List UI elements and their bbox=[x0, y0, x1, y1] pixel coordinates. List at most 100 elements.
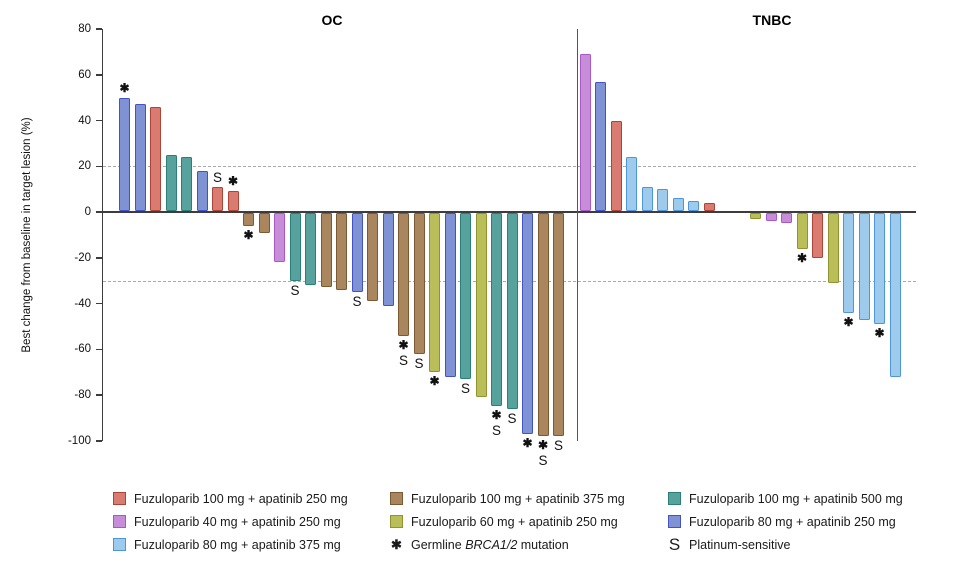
patient-bar bbox=[320, 213, 332, 288]
patient-bar bbox=[165, 154, 177, 211]
bar-marks: S bbox=[455, 381, 476, 396]
brca-mutation-star-mark: ✱ bbox=[796, 250, 808, 265]
patient-bar bbox=[781, 213, 792, 224]
legend-swatch-fz60_ap250 bbox=[390, 515, 403, 528]
patient-bar bbox=[382, 213, 394, 306]
patient-bar bbox=[610, 120, 622, 211]
patient-bar bbox=[367, 213, 378, 302]
patient-bar bbox=[258, 213, 270, 233]
platinum-sensitive-s-mark: S bbox=[491, 423, 501, 439]
bar-marks: S bbox=[409, 356, 430, 371]
patient-bar bbox=[181, 157, 192, 211]
patient-bar bbox=[827, 213, 839, 283]
patient-bar bbox=[119, 97, 130, 211]
bar-marks: ✱ S bbox=[393, 338, 414, 368]
y-axis-tick-label: 40 bbox=[78, 114, 91, 127]
brca-mutation-star-mark: ✱ bbox=[398, 337, 409, 352]
y-axis-tick bbox=[96, 211, 102, 213]
patient-bar bbox=[351, 213, 363, 293]
platinum-sensitive-s-mark: S bbox=[352, 294, 362, 310]
bar-marks: S bbox=[502, 411, 523, 426]
y-axis-tick-label: -80 bbox=[74, 389, 91, 401]
patient-bar bbox=[874, 213, 885, 325]
legend-swatch-fz80_ap250 bbox=[668, 515, 681, 528]
patient-bar bbox=[444, 213, 456, 377]
legend-label: Fuzuloparib 80 mg + apatinib 375 mg bbox=[134, 537, 341, 552]
legend-swatch-fz40_ap250 bbox=[113, 515, 126, 528]
patient-bar bbox=[703, 202, 715, 211]
patient-bar bbox=[491, 213, 502, 407]
legend-label: Fuzuloparib 60 mg + apatinib 250 mg bbox=[411, 514, 618, 529]
y-axis-tick-label: 60 bbox=[78, 68, 91, 81]
plot-area: Best change from baseline in target lesi… bbox=[21, 12, 916, 468]
patient-bar bbox=[460, 213, 471, 379]
patient-bar bbox=[812, 213, 823, 258]
bar-marks: ✱ S bbox=[486, 408, 507, 438]
y-axis-tick bbox=[96, 348, 102, 350]
platinum-s-icon: S bbox=[668, 535, 681, 554]
patient-bar bbox=[750, 213, 761, 219]
legend-swatch-fz100_ap500 bbox=[668, 492, 681, 505]
patient-bar bbox=[641, 186, 653, 211]
y-axis-tick-label: 0 bbox=[84, 206, 91, 218]
legend-swatch-fz80_ap375 bbox=[113, 538, 126, 551]
y-axis-tick-label: -100 bbox=[67, 434, 91, 447]
legend-label: Fuzuloparib 100 mg + apatinib 250 mg bbox=[134, 491, 348, 506]
patient-bar bbox=[150, 106, 161, 211]
patient-bar bbox=[212, 186, 223, 211]
legend-swatch-fz100_ap250 bbox=[113, 492, 126, 505]
y-axis-tick bbox=[96, 394, 102, 396]
patient-bar bbox=[579, 54, 591, 211]
patient-bar bbox=[537, 213, 549, 437]
patient-bar bbox=[765, 213, 777, 222]
y-axis-tick-label: -60 bbox=[74, 343, 91, 356]
legend-item-fz40_ap250: Fuzuloparib 40 mg + apatinib 250 mg bbox=[113, 510, 348, 533]
patient-bar bbox=[475, 213, 487, 398]
patient-bar bbox=[626, 157, 637, 211]
patient-bar bbox=[336, 213, 347, 290]
y-axis-tick bbox=[96, 165, 102, 167]
brca-mutation-star-mark: ✱ bbox=[843, 314, 854, 329]
legend-item-fz100_ap250: Fuzuloparib 100 mg + apatinib 250 mg bbox=[113, 487, 348, 510]
platinum-sensitive-s-mark: S bbox=[507, 410, 517, 426]
patient-bar bbox=[672, 198, 684, 211]
patient-bar bbox=[196, 170, 208, 211]
legend: Fuzuloparib 100 mg + apatinib 250 mg Fuzu… bbox=[0, 487, 976, 567]
patient-bar bbox=[429, 213, 440, 373]
bar-marks: S bbox=[285, 283, 306, 298]
platinum-sensitive-s-mark: S bbox=[290, 282, 300, 298]
y-axis-tick-label: 20 bbox=[78, 160, 91, 173]
legend-item-fz80_ap250: Fuzuloparib 80 mg + apatinib 250 mg bbox=[668, 510, 903, 533]
bar-marks: ✱ bbox=[114, 81, 135, 96]
brca-mutation-star-mark: ✱ bbox=[537, 438, 549, 453]
panel-title-oc: OC bbox=[321, 12, 343, 28]
y-axis-tick bbox=[96, 28, 102, 30]
bar-marks: ✱ bbox=[517, 436, 538, 451]
patient-bar bbox=[398, 213, 409, 336]
patient-bar bbox=[553, 213, 564, 437]
brca-mutation-star-mark: ✱ bbox=[119, 80, 130, 95]
y-axis-tick bbox=[96, 257, 102, 259]
patient-bar bbox=[305, 213, 316, 286]
reference-line bbox=[103, 166, 916, 168]
y-axis-tick bbox=[96, 119, 102, 122]
patient-bar bbox=[889, 213, 901, 377]
y-axis-tick bbox=[96, 302, 102, 305]
bar-marks: S bbox=[347, 294, 368, 309]
platinum-sensitive-s-mark: S bbox=[460, 380, 470, 396]
bar-marks: S bbox=[548, 438, 569, 453]
platinum-sensitive-s-mark: S bbox=[212, 169, 222, 185]
y-axis-tick-label: 80 bbox=[78, 23, 91, 35]
brca-mutation-star-mark: ✱ bbox=[874, 326, 885, 341]
legend-item-brca-note: ✱ Germline BRCA1/2 mutation bbox=[390, 533, 625, 556]
patient-bar bbox=[413, 213, 425, 354]
patient-bar bbox=[843, 213, 854, 313]
legend-item-fz100_ap500: Fuzuloparib 100 mg + apatinib 500 mg bbox=[668, 487, 903, 510]
bar-marks: ✱ bbox=[223, 174, 244, 189]
bar-marks: S bbox=[207, 170, 228, 185]
patient-bar bbox=[506, 213, 518, 409]
legend-item-platinum-note: S Platinum-sensitive bbox=[668, 533, 903, 556]
patient-bar bbox=[595, 81, 606, 211]
patient-bar bbox=[289, 213, 301, 281]
